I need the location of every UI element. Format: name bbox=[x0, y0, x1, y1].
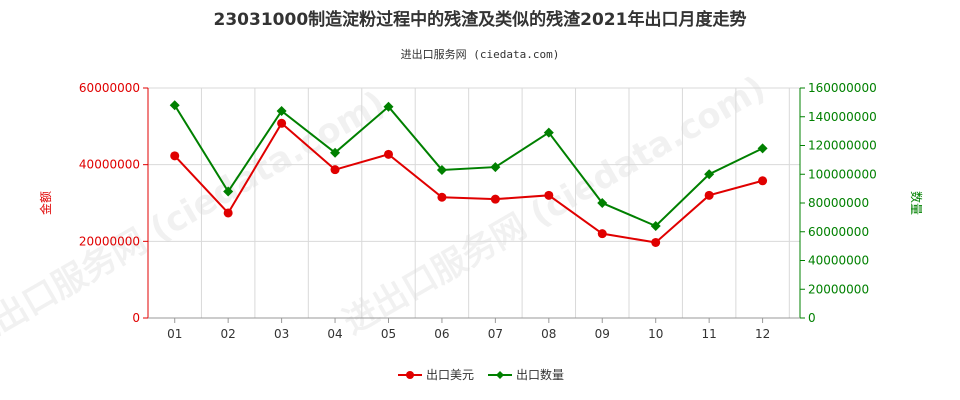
x-tick-label: 05 bbox=[381, 327, 396, 341]
series-1-point[interactable] bbox=[223, 186, 234, 197]
x-tick-label: 11 bbox=[702, 327, 717, 341]
y-right-tick-label: 80000000 bbox=[808, 196, 869, 210]
legend-marker bbox=[496, 371, 504, 379]
series-1-point[interactable] bbox=[169, 100, 180, 111]
x-tick-label: 10 bbox=[648, 327, 663, 341]
series-1-point[interactable] bbox=[383, 101, 394, 112]
x-tick-label: 07 bbox=[488, 327, 503, 341]
x-tick-label: 01 bbox=[167, 327, 182, 341]
series-1-point[interactable] bbox=[276, 106, 287, 116]
x-tick-label: 08 bbox=[541, 327, 556, 341]
series-1-point[interactable] bbox=[490, 162, 501, 173]
series-0-point[interactable] bbox=[490, 194, 500, 204]
chart-subtitle: 进出口服务网 (ciedata.com) bbox=[401, 47, 560, 61]
x-tick-label: 03 bbox=[274, 327, 289, 341]
series-0-point[interactable] bbox=[277, 118, 287, 128]
y-right-tick-label: 100000000 bbox=[808, 167, 877, 181]
series-1-point[interactable] bbox=[757, 143, 768, 154]
series-0-point[interactable] bbox=[704, 190, 714, 200]
y-right-tick-label: 140000000 bbox=[808, 110, 877, 124]
x-tick-label: 02 bbox=[221, 327, 236, 341]
legend-item-0[interactable]: 出口美元 bbox=[398, 368, 474, 382]
watermark-text: 进出口服务网 (ciedata.com) bbox=[0, 83, 392, 358]
y-right-tick-label: 40000000 bbox=[808, 254, 869, 268]
series-0-point[interactable] bbox=[223, 208, 233, 218]
y-right-tick-label: 120000000 bbox=[808, 139, 877, 153]
series-0-point[interactable] bbox=[544, 190, 554, 200]
x-tick-label: 09 bbox=[595, 327, 610, 341]
y-right-tick-label: 160000000 bbox=[808, 81, 877, 95]
series-0-point[interactable] bbox=[597, 229, 607, 239]
y-left-tick-label: 40000000 bbox=[79, 158, 140, 172]
series-0-point[interactable] bbox=[383, 149, 393, 159]
y-right-tick-label: 60000000 bbox=[808, 225, 869, 239]
chart-title: 23031000制造淀粉过程中的残渣及类似的残渣2021年出口月度走势 bbox=[214, 9, 747, 30]
series-line-1 bbox=[173, 104, 764, 228]
series-1-point[interactable] bbox=[597, 198, 608, 208]
series-1-point[interactable] bbox=[704, 169, 715, 180]
series-0-point[interactable] bbox=[170, 151, 180, 161]
legend[interactable]: 出口美元 出口数量 bbox=[398, 367, 564, 382]
series-layer bbox=[169, 100, 768, 247]
y-right-tick-label: 20000000 bbox=[808, 282, 869, 296]
series-0-point[interactable] bbox=[758, 176, 768, 186]
legend-item-1[interactable]: 出口数量 bbox=[488, 367, 564, 382]
legend-marker bbox=[406, 371, 414, 379]
y-left-tick-label: 60000000 bbox=[79, 81, 140, 95]
x-tick-label: 06 bbox=[434, 327, 449, 341]
watermark-layer: 进出口服务网 (ciedata.com)进出口服务网 (ciedata.com) bbox=[0, 68, 772, 358]
x-tick-label: 12 bbox=[755, 327, 770, 341]
legend-label: 出口数量 bbox=[516, 367, 564, 382]
series-1-point[interactable] bbox=[330, 147, 341, 158]
series-0-point[interactable] bbox=[651, 237, 661, 247]
y-right-label: 数量 bbox=[909, 191, 924, 215]
y-left-tick-label: 20000000 bbox=[79, 234, 140, 248]
y-right-tick-label: 0 bbox=[808, 311, 816, 325]
watermark-text: 进出口服务网 (ciedata.com) bbox=[337, 68, 773, 343]
tick-labels: 0 20000000 40000000 60000000 0 20000000 400000… bbox=[79, 81, 877, 341]
y-left-tick-label: 0 bbox=[132, 311, 140, 325]
series-1-point[interactable] bbox=[543, 127, 554, 138]
x-tick-label: 04 bbox=[327, 327, 342, 341]
series-0-point[interactable] bbox=[330, 165, 340, 175]
legend-label: 出口美元 bbox=[426, 368, 474, 382]
series-0-point[interactable] bbox=[437, 192, 447, 202]
y-left-label: 金额 bbox=[38, 191, 53, 215]
series-1-point[interactable] bbox=[436, 164, 447, 175]
series-line-0 bbox=[173, 121, 763, 244]
series-1-point[interactable] bbox=[650, 221, 661, 231]
